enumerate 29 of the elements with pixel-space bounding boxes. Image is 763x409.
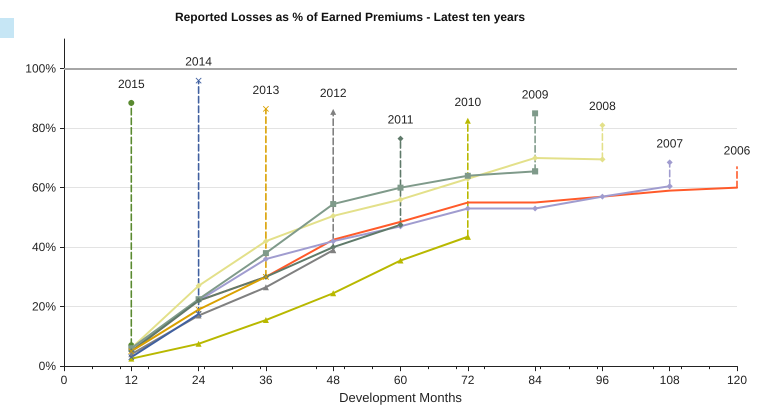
x-tick-label: 48 <box>326 373 340 388</box>
x-tick-label: 0 <box>60 373 68 388</box>
x-tick-label: 120 <box>726 373 748 388</box>
series-label: 2014 <box>185 54 212 69</box>
x-axis-title: Development Months <box>339 390 462 405</box>
y-tick-label: 40% <box>32 240 56 254</box>
series-label: 2012 <box>320 86 347 100</box>
y-tick-label: 0% <box>38 359 56 374</box>
series-label: 2010 <box>454 94 482 109</box>
series-label: 2013 <box>252 82 280 97</box>
y-tick-label: 20% <box>32 300 56 314</box>
x-tick-label: 12 <box>124 373 138 388</box>
x-tick-label: 36 <box>259 373 273 388</box>
y-tick-label: 100% <box>25 62 56 76</box>
series-label: 2007 <box>656 136 684 150</box>
x-tick-label: 24 <box>192 373 206 388</box>
series-label: 2011 <box>388 112 414 127</box>
x-tick-label: 96 <box>596 373 610 388</box>
series-label: 2009 <box>522 87 549 102</box>
y-tick-label: 60% <box>32 180 56 195</box>
x-tick-label: 84 <box>528 373 542 388</box>
y-tick-label: 80% <box>32 121 56 136</box>
series-label: 2006 <box>724 144 751 158</box>
x-tick-label: 72 <box>461 373 475 388</box>
series-label: 2015 <box>118 76 145 91</box>
series-label: 2008 <box>589 99 616 114</box>
x-tick-label: 60 <box>394 373 408 388</box>
x-tick-label: 108 <box>660 373 680 388</box>
chart-title: Reported Losses as % of Earned Premiums - Latest ten years <box>174 10 526 24</box>
